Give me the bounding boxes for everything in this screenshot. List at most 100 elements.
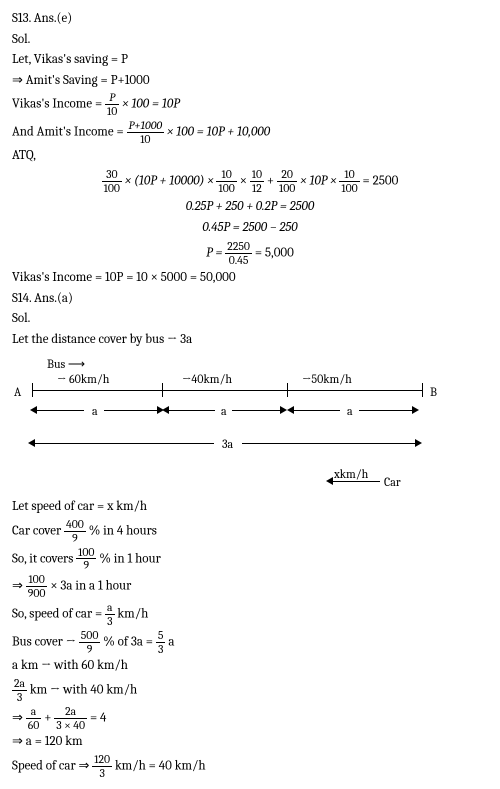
frac-num: P+1000 — [127, 119, 165, 133]
eq-text: × 10P × — [300, 173, 336, 188]
s13-result: Vikas's Income = 10P = 10 × 5000 = 50,00… — [12, 268, 488, 288]
sol-label-13: Sol. — [12, 30, 488, 50]
text: Speed of car ⇒ — [12, 758, 89, 773]
frac-num: a — [105, 601, 115, 615]
seg-a-arrow — [232, 410, 282, 411]
car-arrow — [332, 481, 380, 482]
akm: a km → with 60 km/h — [12, 656, 488, 676]
seg-a-arrow — [104, 410, 159, 411]
seg-a-arrow — [34, 410, 84, 411]
eq4: P = 22500.45 = 5,000 — [12, 240, 488, 267]
seg1-label: → 60km/h — [57, 370, 109, 388]
text: So, speed of car = — [12, 606, 105, 621]
vikas-income: Vikas's Income = P 10 × 100 = 10P — [12, 91, 488, 118]
frac-num: 500 — [79, 629, 101, 643]
seg3-label: →50km/h — [302, 370, 352, 388]
arrow-left-icon — [326, 477, 333, 485]
text: % in 4 hours — [89, 523, 157, 538]
frac-num: 100 — [76, 546, 96, 560]
frac-num: 30 — [102, 168, 122, 182]
seg-a-arrow — [167, 410, 215, 411]
frac-den: 900 — [26, 587, 48, 600]
total-arrow — [242, 443, 417, 444]
main-line — [32, 390, 422, 391]
car-label: Car — [384, 473, 401, 491]
frac-num: 2a — [54, 705, 87, 719]
frac-num: a — [26, 705, 42, 719]
frac-den: 0.45 — [225, 254, 252, 267]
arrow-left-icon — [287, 406, 294, 414]
car2: Car cover 4009 % in 4 hours — [12, 518, 488, 545]
seg-a-arrow — [359, 410, 414, 411]
frac-num: 100 — [26, 573, 48, 587]
sol-label-14: Sol. — [12, 309, 488, 329]
vikas-income-label: Vikas's Income = — [12, 96, 102, 111]
amit-income: And Amit's Income = P+1000 10 × 100 = 10… — [12, 119, 488, 146]
final: Speed of car ⇒ 1203 km/h = 40 km/h — [12, 753, 488, 780]
seg-a-arrow — [292, 410, 340, 411]
eq-text: P = — [206, 245, 222, 260]
a120: ⇒ a = 120 km — [12, 732, 488, 752]
frac-den: 3 × 40 — [54, 719, 87, 732]
text: ⇒ — [12, 710, 26, 725]
amit-income-rhs: × 100 = 10P + 10,000 — [167, 124, 270, 139]
text: So, it covers — [12, 551, 76, 566]
text: × 3a in a 1 hour — [50, 579, 131, 594]
car5: So, speed of car = a3 km/h — [12, 601, 488, 628]
text: + — [44, 710, 54, 725]
car4: ⇒ 100900 × 3a in a 1 hour — [12, 573, 488, 600]
eq-main: 30100 × (10P + 10000) × 10100 × 1012 + 2… — [12, 168, 488, 195]
eq-text: × (10P + 10000) × — [125, 173, 214, 188]
tick — [287, 383, 288, 397]
vikas-income-frac: P 10 — [105, 91, 119, 118]
bus-cover: Bus cover → 5009 % of 3a = 53 a — [12, 629, 488, 656]
frac-num: 2250 — [225, 240, 252, 254]
frac-num: 120 — [92, 753, 112, 767]
text: % in 1 hour — [99, 551, 160, 566]
frac-den: 10 — [105, 105, 119, 118]
a-endpoint: A — [14, 383, 21, 401]
frac-den: 100 — [339, 182, 359, 195]
frac-den: 3 — [105, 615, 115, 628]
frac-den: 100 — [277, 182, 297, 195]
eq-text: = 2500 — [363, 173, 399, 188]
tick — [422, 383, 423, 397]
frac-num: 10 — [250, 168, 264, 182]
eq2: 0.25P + 250 + 0.2P = 2500 — [12, 197, 488, 217]
frac-num: 10 — [216, 168, 236, 182]
frac-den: 3 — [12, 691, 27, 704]
car3: So, it covers 1009 % in 1 hour — [12, 546, 488, 573]
frac-num: 20 — [277, 168, 297, 182]
arrow-left-icon — [30, 406, 37, 414]
text: Bus cover → — [12, 634, 79, 649]
text: km/h — [117, 606, 148, 621]
seg2-label: →40km/h — [182, 370, 232, 388]
arrow-right-icon — [412, 406, 419, 414]
arrow-left-icon — [28, 439, 35, 447]
frac-num: 400 — [64, 518, 86, 532]
total-arrow — [34, 443, 214, 444]
amit-income-frac: P+1000 10 — [127, 119, 165, 146]
tick — [162, 383, 163, 397]
frac-den: 3 — [92, 767, 112, 780]
arrow-right-icon — [280, 406, 287, 414]
bus-car-diagram: Bus ⟶ → 60km/h →40km/h →50km/h A B a a a… — [12, 355, 488, 495]
amit-income-label: And Amit's Income = — [12, 124, 124, 139]
frac-num: 2a — [12, 677, 27, 691]
frac-den: 9 — [76, 559, 96, 572]
eq-text: × — [240, 173, 247, 188]
text: Car cover — [12, 523, 64, 538]
text: = 4 — [90, 710, 106, 725]
arrow-right-icon — [415, 439, 422, 447]
frac-den: 9 — [79, 643, 101, 656]
total-label: 3a — [222, 435, 233, 453]
twoa: 2a3 km → with 40 km/h — [12, 677, 488, 704]
text: ⇒ — [12, 579, 26, 594]
s13-l1: Let, Vikas's saving = P — [12, 50, 488, 70]
eq-time: ⇒ a60 + 2a3 × 40 = 4 — [12, 705, 488, 732]
b-endpoint: B — [430, 383, 437, 401]
frac-den: 3 — [156, 643, 166, 656]
eq-text: + — [267, 173, 274, 188]
frac-den: 100 — [216, 182, 236, 195]
vikas-income-rhs: × 100 = 10P — [122, 96, 180, 111]
